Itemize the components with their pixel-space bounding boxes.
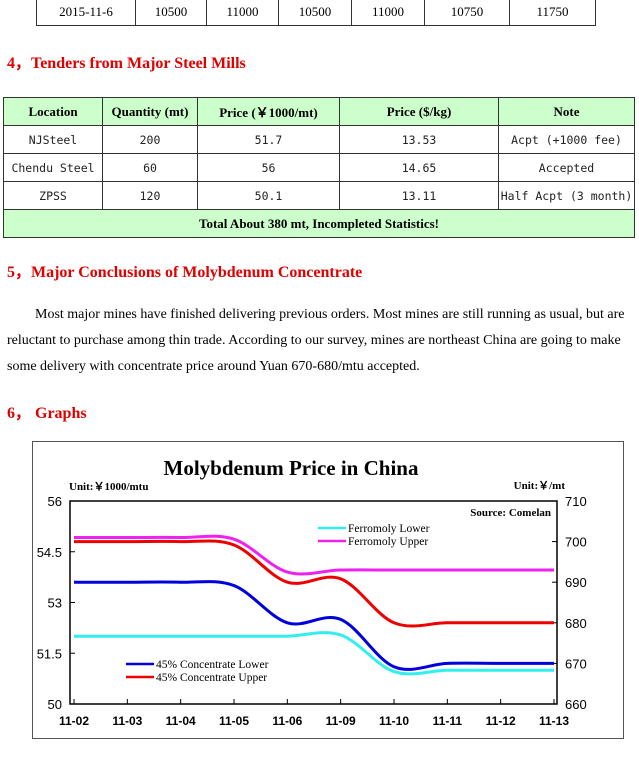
legend-label: Ferromoly Upper xyxy=(348,536,428,548)
column-header: Location xyxy=(3,97,103,126)
table-cell: Chendu Steel xyxy=(3,153,103,182)
right-y-tick-label: 670 xyxy=(565,656,587,671)
table-cell: NJSteel xyxy=(3,125,103,154)
column-header: Price ($/kg) xyxy=(339,97,499,126)
table-cell: Accepted xyxy=(498,153,635,182)
section-heading: 5，Major Conclusions of Molybdenum Concen… xyxy=(7,264,363,281)
section-heading: 6， Graphs xyxy=(7,405,87,422)
table-cell: 13.53 xyxy=(339,125,499,154)
source-label: Source: Comelan xyxy=(470,507,551,519)
series-line-ferromoly-lower xyxy=(73,631,554,676)
table-row: NJSteel 200 51.7 13.53 Acpt (+1000 fee) xyxy=(3,125,635,154)
x-tick-label: 11-06 xyxy=(272,714,302,728)
left-y-tick-label: 56 xyxy=(48,494,62,509)
right-y-tick-label: 710 xyxy=(565,494,587,509)
x-tick-label: 11-11 xyxy=(433,714,463,728)
total-cell: Total About 380 mt, Incompleted Statisti… xyxy=(3,209,635,238)
series-line-ferromoly-upper xyxy=(74,534,554,576)
chart-svg: Molybdenum Price in China Unit:￥1000/mtu… xyxy=(37,456,587,728)
right-y-tick-label: 700 xyxy=(565,535,587,550)
table-cell: Acpt (+1000 fee) xyxy=(498,125,635,154)
table-cell: 11750 xyxy=(509,0,596,26)
left-y-tick-label: 54.5 xyxy=(37,545,62,560)
table-cell: 10500 xyxy=(135,0,207,26)
series-line-45-concentrate-upper xyxy=(74,539,554,628)
chart-title: Molybdenum Price in China xyxy=(164,456,419,480)
x-tick-label: 11-09 xyxy=(326,714,356,728)
conclusion-paragraph: Most major mines have finished deliverin… xyxy=(7,307,625,374)
table-cell: 13.11 xyxy=(339,181,499,210)
plot-area xyxy=(69,500,558,705)
legend-label: 45% Concentrate Upper xyxy=(156,672,267,684)
right-axis-unit: Unit:￥/mt xyxy=(514,480,566,492)
right-y-tick-label: 660 xyxy=(565,697,587,712)
table-cell: 120 xyxy=(102,181,198,210)
right-y-tick-label: 680 xyxy=(565,616,587,631)
left-y-tick-label: 53 xyxy=(48,596,62,611)
x-tick-label: 11-04 xyxy=(166,714,196,728)
table-cell: 60 xyxy=(102,153,198,182)
tenders-table: Location Quantity (mt) Price (￥1000/mt) … xyxy=(3,97,635,238)
x-tick-label: 11-02 xyxy=(59,714,89,728)
table-cell: 200 xyxy=(102,125,198,154)
left-axis-unit: Unit:￥1000/mtu xyxy=(69,481,148,493)
molybdenum-price-chart: Molybdenum Price in China Unit:￥1000/mtu… xyxy=(32,441,624,739)
x-tick-label: 11-12 xyxy=(486,714,516,728)
table-cell: 10750 xyxy=(424,0,510,26)
table-cell: 10500 xyxy=(278,0,352,26)
legend-label: 45% Concentrate Lower xyxy=(156,659,269,671)
series-line-45-concentrate-lower xyxy=(73,580,554,671)
table-cell: 14.65 xyxy=(339,153,499,182)
table-row: 2015-11-6 10500 11000 10500 11000 10750 … xyxy=(36,0,596,26)
table-cell: ZPSS xyxy=(3,181,103,210)
x-tick-label: 11-13 xyxy=(539,714,569,728)
column-header: Quantity (mt) xyxy=(102,97,198,126)
table-cell: 50.1 xyxy=(197,181,340,210)
legend-label: Ferromoly Lower xyxy=(348,523,430,535)
table-cell: 2015-11-6 xyxy=(36,0,136,26)
x-tick-label: 11-03 xyxy=(112,714,142,728)
x-tick-label: 11-05 xyxy=(219,714,249,728)
table-row: ZPSS 120 50.1 13.11 Half Acpt (3 month) xyxy=(3,181,635,210)
table-cell: Half Acpt (3 month) xyxy=(498,181,635,210)
table-cell: 11000 xyxy=(351,0,425,26)
table-cell: 51.7 xyxy=(197,125,340,154)
price-table-last-row: 2015-11-6 10500 11000 10500 11000 10750 … xyxy=(36,0,596,26)
left-y-tick-label: 51.5 xyxy=(37,646,62,661)
left-y-tick-label: 50 xyxy=(48,697,62,712)
table-total-row: Total About 380 mt, Incompleted Statisti… xyxy=(3,209,635,238)
column-header: Price (￥1000/mt) xyxy=(197,97,340,126)
column-header: Note xyxy=(498,97,635,126)
table-row: Chendu Steel 60 56 14.65 Accepted xyxy=(3,153,635,182)
table-header-row: Location Quantity (mt) Price (￥1000/mt) … xyxy=(3,97,635,126)
x-tick-label: 11-10 xyxy=(379,714,409,728)
right-y-tick-label: 690 xyxy=(565,575,587,590)
section-heading: 4，Tenders from Major Steel Mills xyxy=(7,55,246,72)
table-cell: 11000 xyxy=(206,0,279,26)
table-cell: 56 xyxy=(197,153,340,182)
